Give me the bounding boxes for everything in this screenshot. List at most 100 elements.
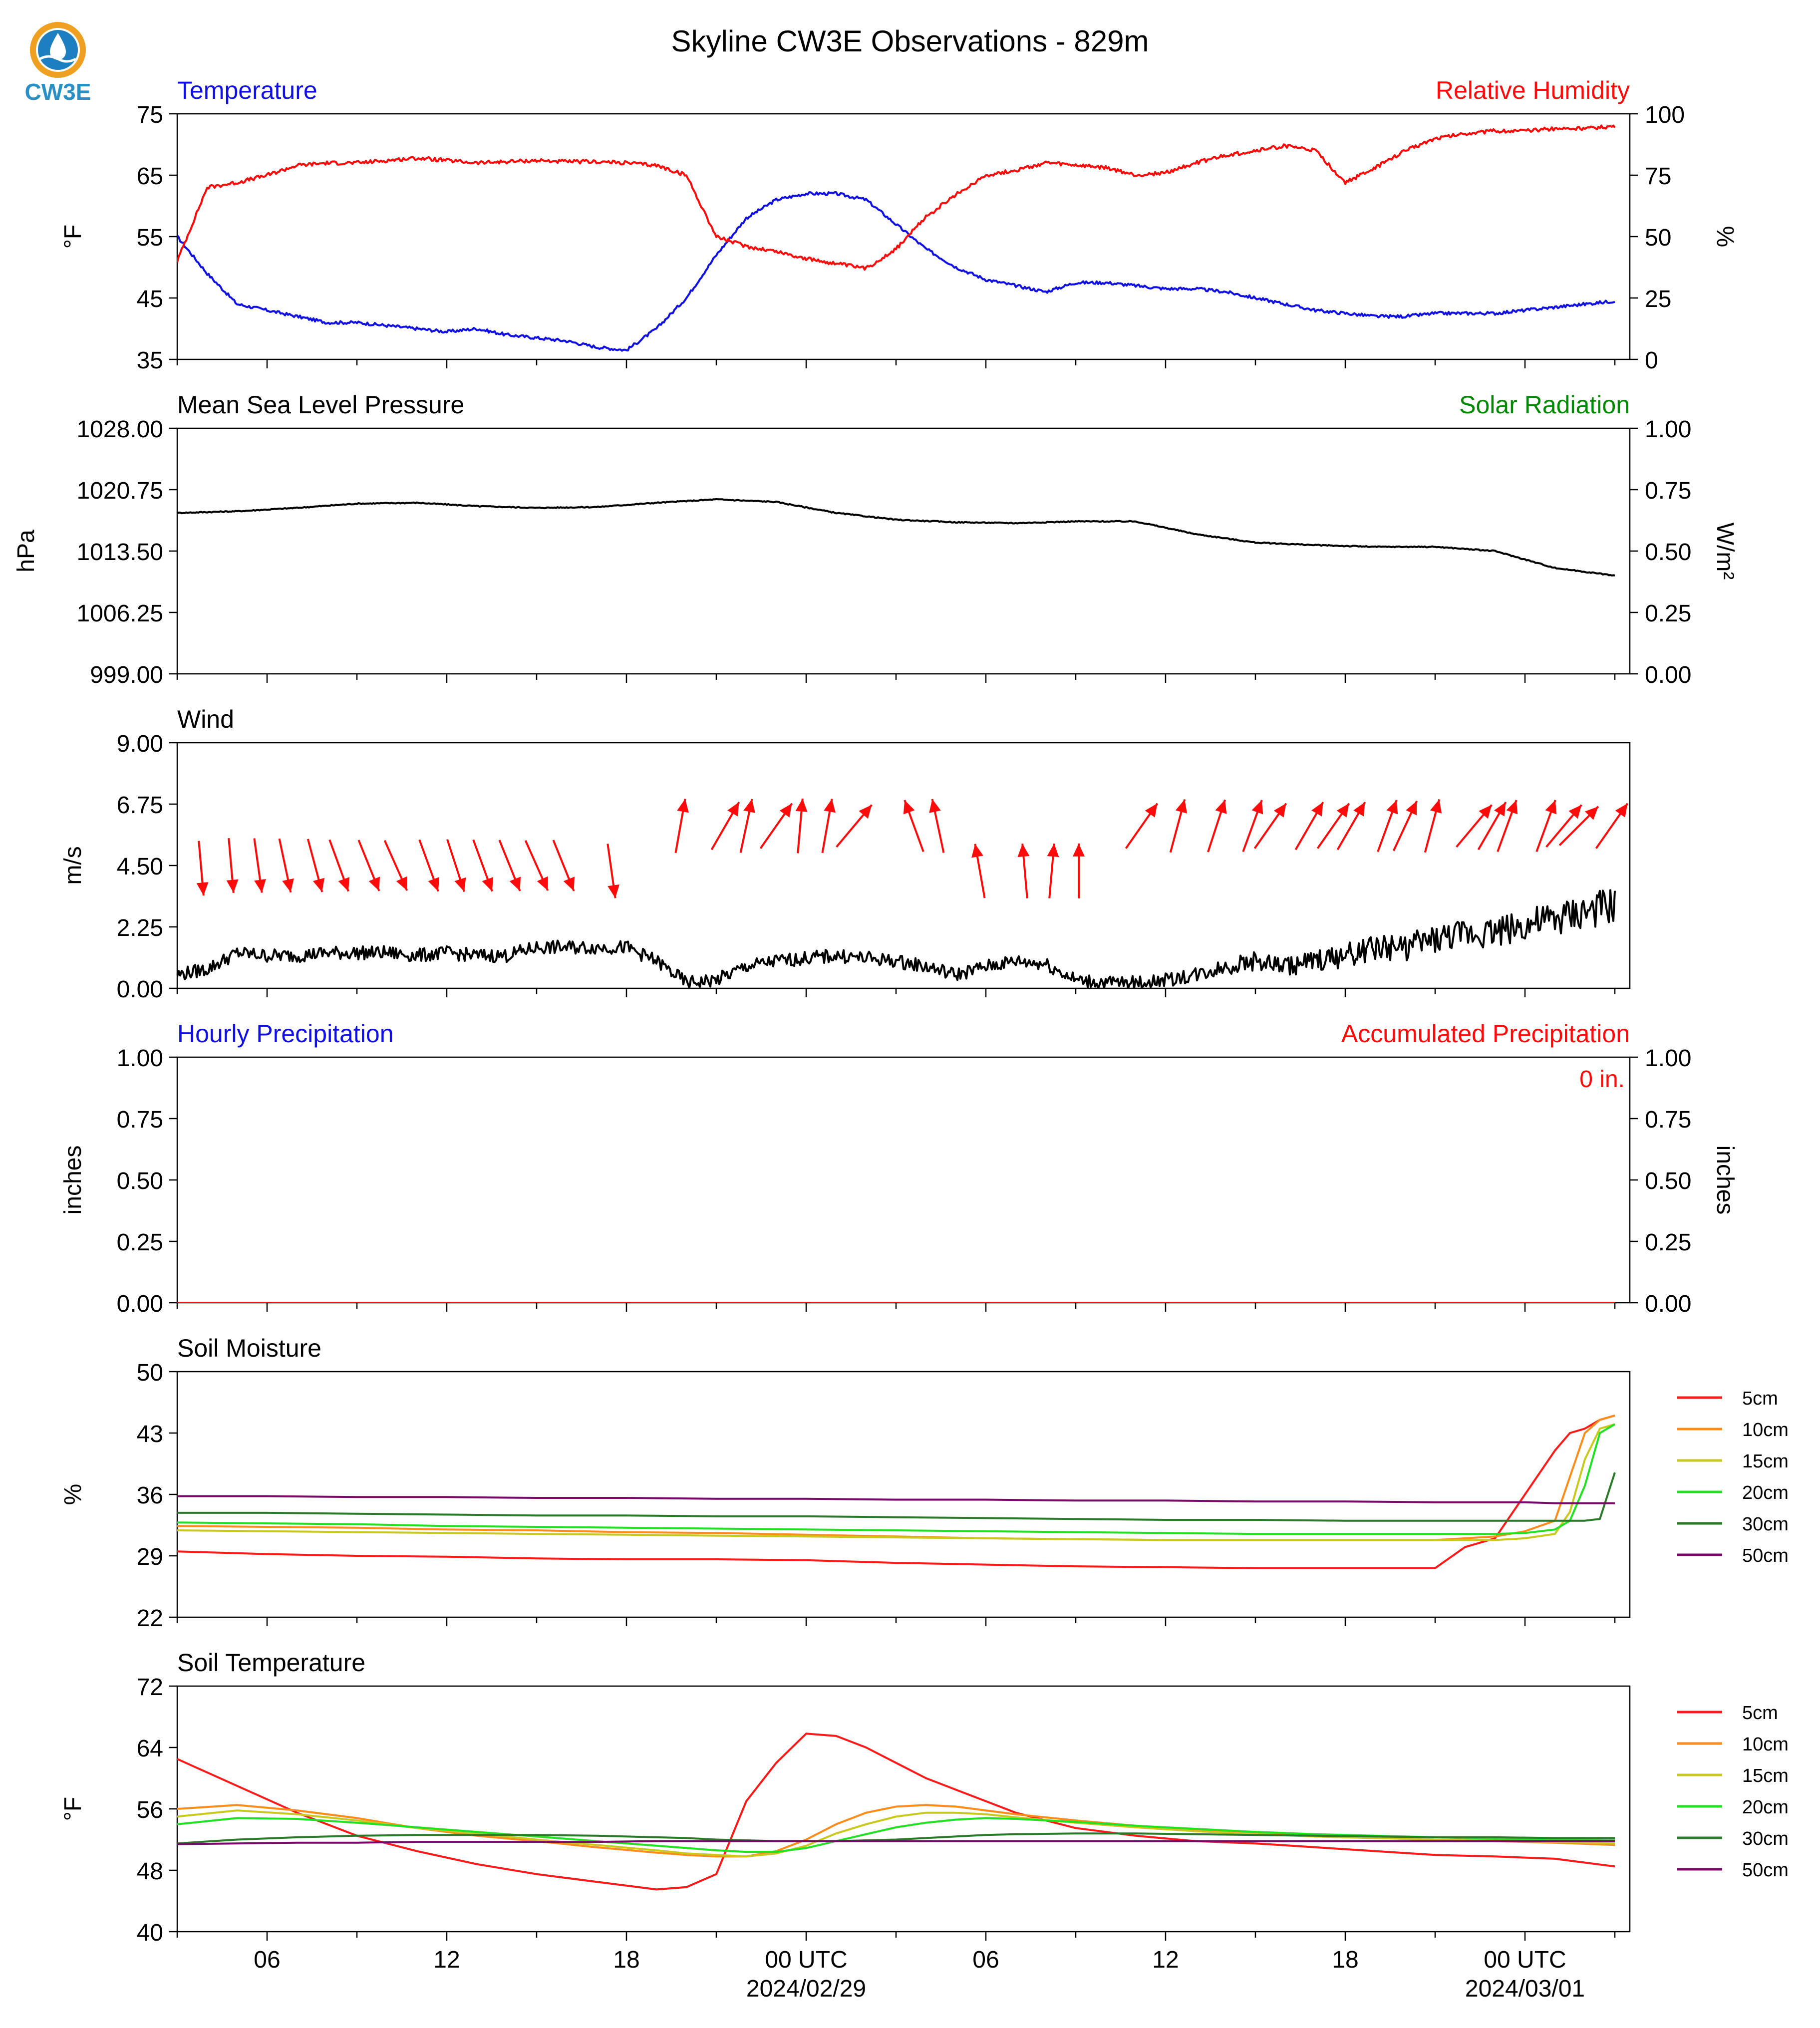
y-tick-label: 65 [137, 163, 163, 190]
y-tick-label: 1020.75 [76, 478, 163, 504]
y-tick-label: 50 [137, 1360, 163, 1386]
chart-panel: 72 64 56 48 40 Soil Temperature °F [60, 1649, 1631, 1946]
wind-arrow-head [824, 799, 836, 813]
legend-label: 10cm [1742, 1420, 1789, 1441]
y-axis-label: °F [60, 1797, 86, 1821]
wind-arrow-head [971, 844, 983, 858]
y-tick-label-right: 0.25 [1645, 600, 1691, 627]
wind-arrow [759, 803, 793, 849]
series-line [177, 1423, 1616, 1535]
series-line [177, 1809, 1615, 1858]
series-line [177, 1423, 1615, 1541]
wind-arrow [1017, 843, 1030, 898]
wind-arrow-head [743, 799, 755, 813]
wind-arrow-head [1311, 802, 1323, 817]
wind-arrow-head [1568, 805, 1582, 819]
wind-arrow-head [1585, 806, 1598, 820]
plot-frame [176, 1685, 1631, 1933]
wind-arrow-head [903, 800, 915, 815]
plot-frame [176, 1371, 1631, 1618]
wind-arrow-head [1017, 844, 1030, 858]
x-tick-label: 12 [1152, 1947, 1179, 1973]
y-tick-label-right: 0.50 [1645, 539, 1691, 566]
logo-drop-icon [50, 33, 66, 60]
wind-arrow-head [454, 877, 466, 892]
y-tick-label: 6.75 [117, 792, 163, 819]
wind-arrow [674, 799, 689, 854]
panel-title-left: Temperature [177, 76, 317, 104]
wind-arrow [524, 840, 549, 891]
wind-arrow [383, 840, 408, 891]
y-tick-label: 75 [137, 102, 163, 128]
wind-arrow-head [1145, 803, 1158, 818]
wind-arrow [1169, 799, 1188, 853]
legend-label: 30cm [1742, 1514, 1789, 1535]
y-tick-label-right: 50 [1645, 225, 1671, 251]
series-line [177, 1414, 1615, 1569]
y-tick-label: 0.00 [117, 1291, 163, 1317]
y-tick-label: 22 [137, 1605, 163, 1632]
wind-arrow [278, 838, 294, 893]
wind-arrow-head [795, 798, 808, 812]
wind-arrow [1207, 799, 1227, 853]
chart-panel: 1.00 0.75 0.50 0.25 0.00 1.00 0.75 0.50 0.25 0.00… [60, 1020, 1738, 1317]
wind-arrow-head [1386, 800, 1398, 815]
x-tick-label: 18 [613, 1947, 639, 1973]
chart-panel: 50 43 36 29 22 Soil Moisture% [60, 1334, 1631, 1632]
wind-arrow [306, 839, 325, 892]
y-tick-label: 55 [137, 225, 163, 251]
soil-legends: 5cm 10cm 15cm 20cm 30cm 50cm 5cm 10cm 15cm 20cm 30… [1677, 1388, 1789, 1881]
wind-arrow-head [779, 803, 792, 818]
series-group [177, 1414, 1616, 1569]
chart-panel: 75 65 55 45 35 100 75 50 25 0 Temperature Relative … [60, 76, 1738, 374]
series-line [177, 1804, 1615, 1858]
panel-title-left: Mean Sea Level Pressure [177, 391, 464, 419]
y-axis-label: °F [60, 225, 86, 249]
y-tick-label: 0.00 [117, 976, 163, 1003]
y-axis-label: m/s [60, 846, 86, 884]
wind-arrow-head [859, 805, 872, 819]
wind-arrow [1535, 800, 1557, 853]
wind-arrow [357, 840, 380, 891]
y-axis-label: hPa [13, 530, 39, 573]
chart-panel: 9.00 6.75 4.50 2.25 0.00 Wind m/s [60, 705, 1631, 1003]
legend: 5cm 10cm 15cm 20cm 30cm 50cm [1677, 1388, 1789, 1566]
wind-arrow [607, 844, 619, 898]
y-tick-label: 0.50 [117, 1168, 163, 1194]
y-tick-label: 36 [137, 1482, 163, 1509]
logo-ring-icon [30, 22, 86, 78]
wind-arrow [710, 802, 740, 851]
series-group [177, 498, 1615, 577]
y-tick-label: 35 [137, 347, 163, 374]
y-tick-label-right: 1.00 [1645, 416, 1691, 443]
wind-arrow [1477, 802, 1507, 851]
logo-wave-icon [39, 55, 77, 63]
wind-arrow [1545, 804, 1582, 848]
legend-label: 15cm [1742, 1765, 1789, 1786]
wind-arrow [446, 839, 466, 892]
x-date-label: 2024/03/01 [1465, 1976, 1585, 2002]
legend-label: 30cm [1742, 1828, 1789, 1849]
wind-arrow [795, 798, 808, 854]
wind-arrow-head [1353, 802, 1365, 817]
wind-arrow-head [1479, 805, 1492, 819]
y-axis-label-right: W/m² [1712, 523, 1738, 580]
y-tick-label: 29 [137, 1544, 163, 1570]
panel-title-right: Solar Radiation [1459, 391, 1630, 419]
logo-text: CW3E [25, 79, 91, 105]
y-axis-label-right: inches [1712, 1146, 1738, 1215]
y-tick-label: 1.00 [117, 1045, 163, 1072]
y-tick-label-right: 0.25 [1645, 1229, 1691, 1256]
wind-arrow-head [338, 877, 350, 891]
legend: 5cm 10cm 15cm 20cm 30cm 50cm [1677, 1703, 1789, 1881]
wind-arrow-head [1336, 803, 1349, 818]
series-line [177, 889, 1616, 988]
wind-arrow-head [1273, 803, 1286, 818]
wind-arrow-head [1251, 800, 1263, 815]
wind-arrow-head [1175, 799, 1188, 814]
x-tick-label: 06 [972, 1947, 999, 1973]
series-line [177, 1495, 1615, 1504]
wind-arrow-head [482, 877, 494, 891]
series-line [177, 1840, 1615, 1845]
wind-arrow [1558, 806, 1599, 846]
